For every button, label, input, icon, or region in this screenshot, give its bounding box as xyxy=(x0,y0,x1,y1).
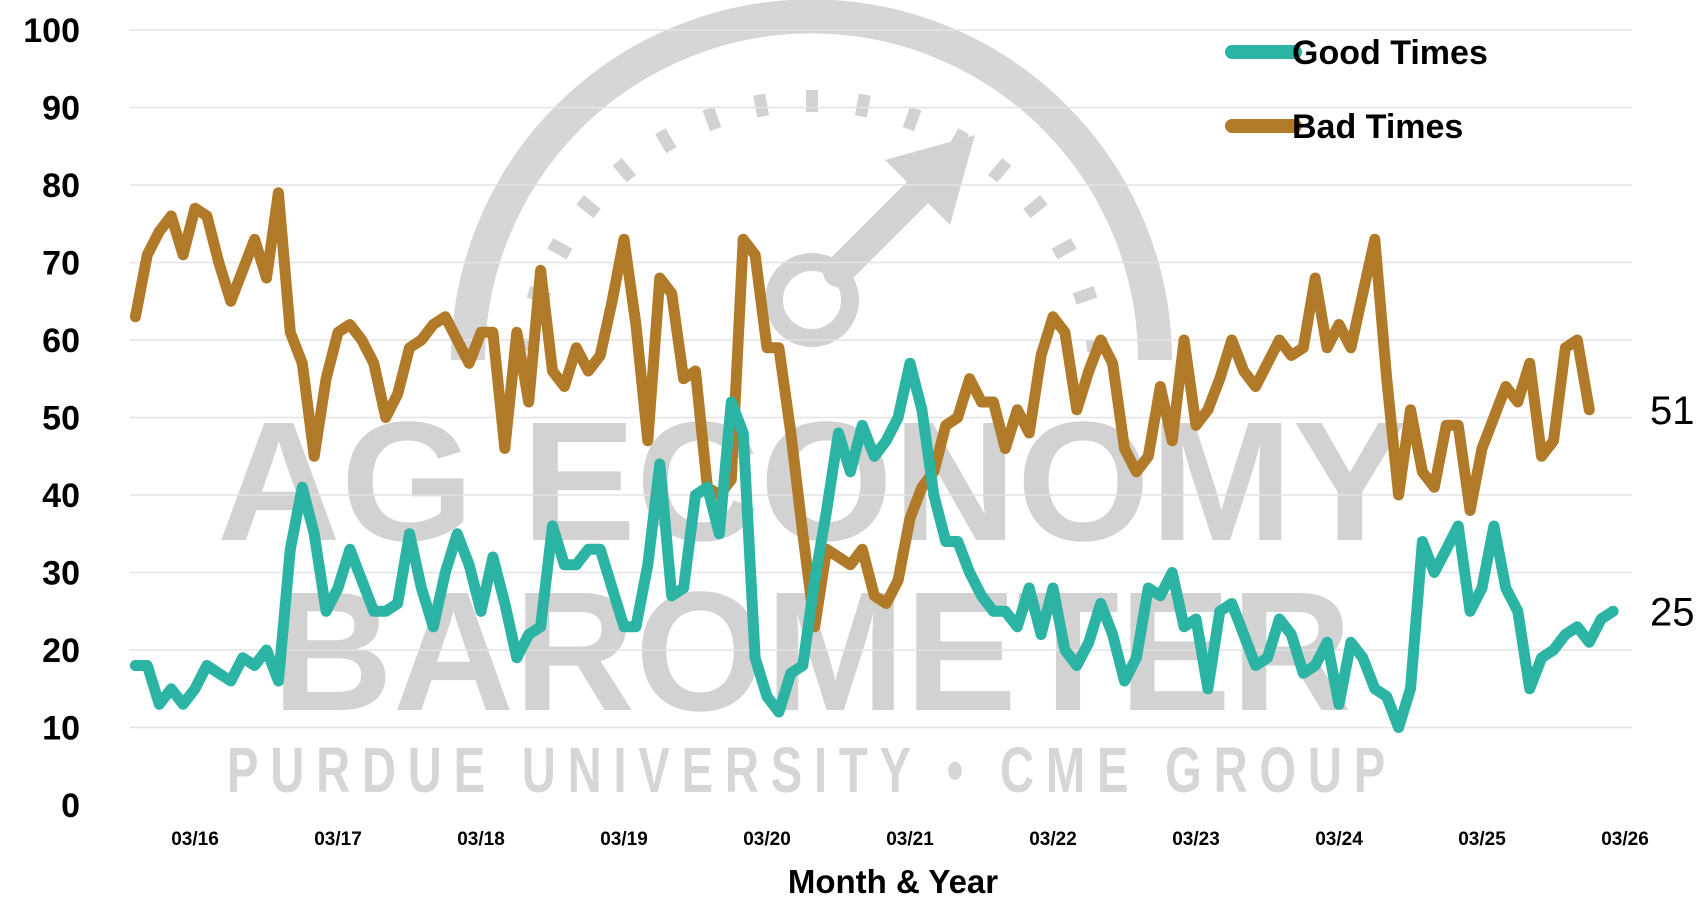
x-tick-label: 03/22 xyxy=(1029,829,1077,850)
legend-label-good-times: Good Times xyxy=(1292,34,1488,72)
watermark-gauge-dash xyxy=(854,93,871,118)
x-tick-label: 03/23 xyxy=(1172,829,1220,850)
x-tick-label: 03/16 xyxy=(171,829,219,850)
y-tick-label: 90 xyxy=(42,90,80,128)
y-tick-label: 40 xyxy=(42,477,80,515)
y-tick-label: 100 xyxy=(23,12,80,50)
watermark-gauge-dash xyxy=(612,157,637,183)
watermark-gauge-dash xyxy=(576,195,601,219)
x-tick-label: 03/24 xyxy=(1315,829,1363,850)
x-tick-label: 03/19 xyxy=(600,829,648,850)
x-tick-label: 03/21 xyxy=(886,829,934,850)
watermark-gauge-dash xyxy=(702,106,722,132)
watermark-needle-head xyxy=(885,135,975,225)
y-tick-label: 20 xyxy=(42,632,80,670)
watermark-gauge-dash xyxy=(655,128,677,154)
legend: Good Times Bad Times xyxy=(1225,34,1488,146)
x-tick-label: 03/26 xyxy=(1601,829,1649,850)
x-tick-label: 03/25 xyxy=(1458,829,1506,850)
series-line-bad-times xyxy=(129,187,1595,633)
watermark-gauge-dash xyxy=(1023,195,1048,219)
y-axis-ticks: 0 10 20 30 40 50 60 70 80 90 100 xyxy=(23,12,80,825)
y-tick-label: 10 xyxy=(42,710,80,748)
watermark-logo: AG ECONOMY BAROMETER PURDUE UNIVERSITY •… xyxy=(217,0,1407,806)
watermark-gauge-dash xyxy=(902,106,922,132)
y-tick-label: 30 xyxy=(42,555,80,593)
y-tick-label: 60 xyxy=(42,322,80,360)
watermark-gauge-dash xyxy=(753,93,770,118)
x-tick-label: 03/18 xyxy=(457,829,505,850)
watermark-gauge-dash xyxy=(987,157,1012,183)
watermark-gauge-ticks xyxy=(514,90,1110,353)
y-tick-label: 0 xyxy=(61,787,80,825)
x-axis-ticks: 03/16 03/17 03/18 03/19 03/20 03/21 03/22 03/23… xyxy=(171,829,1649,850)
x-tick-label: 03/20 xyxy=(743,829,791,850)
end-label-bad-times: 51 xyxy=(1650,389,1695,433)
y-tick-label: 70 xyxy=(42,245,80,283)
legend-label-bad-times: Bad Times xyxy=(1292,108,1463,146)
end-label-good-times: 25 xyxy=(1650,590,1695,634)
watermark-gauge-dash xyxy=(547,238,573,260)
watermark-gauge-arc xyxy=(451,0,1172,361)
x-axis-title: Month & Year xyxy=(788,863,998,900)
watermark-line3: PURDUE UNIVERSITY • CME GROUP xyxy=(227,734,1397,806)
x-tick-label: 03/17 xyxy=(314,829,362,850)
y-tick-label: 80 xyxy=(42,167,80,205)
watermark-gauge-dash xyxy=(1051,238,1077,260)
series-line-good-times xyxy=(129,357,1619,733)
watermark-gauge-dash xyxy=(1072,286,1098,305)
series-layer xyxy=(129,187,1619,733)
watermark-line1: AG ECONOMY xyxy=(217,387,1407,577)
y-tick-label: 50 xyxy=(42,400,80,438)
